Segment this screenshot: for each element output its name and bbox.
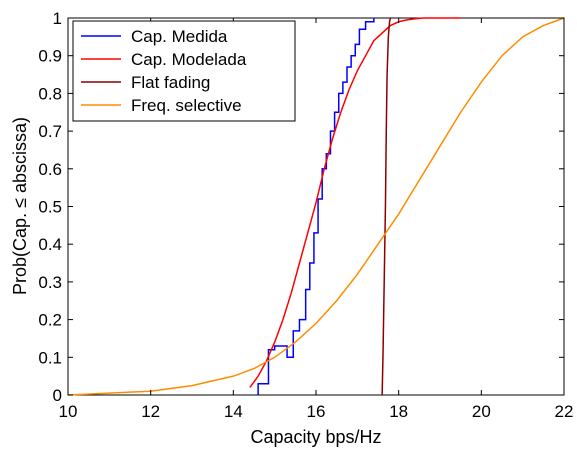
x-tick-label: 20 [472, 402, 491, 421]
y-tick-label: 0.3 [38, 273, 62, 292]
y-tick-label: 0.9 [38, 47, 62, 66]
y-tick-label: 0.4 [38, 235, 62, 254]
y-tick-label: 0.6 [38, 160, 62, 179]
y-axis-title: Prob(Cap. ≤ abscissa) [10, 117, 30, 295]
x-tick-label: 14 [224, 402, 243, 421]
legend-label: Cap. Medida [131, 27, 228, 46]
series-layer [67, 17, 565, 396]
series-line-0 [257, 18, 375, 395]
y-tick-label: 0 [53, 386, 62, 405]
y-tick-label: 0.1 [38, 348, 62, 367]
legend-label: Cap. Modelada [131, 50, 247, 69]
y-tick-label: 0.5 [38, 198, 62, 217]
x-tick-label: 22 [555, 402, 574, 421]
x-tick-label: 16 [307, 402, 326, 421]
x-axis-title: Capacity bps/Hz [250, 427, 381, 447]
legend-label: Flat fading [131, 73, 210, 92]
x-tick-label: 12 [141, 402, 160, 421]
legend-label: Freq. selective [131, 96, 242, 115]
series-line-2 [381, 17, 392, 396]
x-tick-label: 18 [389, 402, 408, 421]
series-line-3 [67, 17, 565, 396]
series-line-1 [249, 17, 461, 388]
y-tick-label: 1 [53, 9, 62, 28]
y-tick-label: 0.7 [38, 122, 62, 141]
ticks-layer: 10 12 14 16 18 20 22 0 0.1 0.2 0.3 0.4 0.5 0.6 0.7 0.8 0… [38, 9, 573, 421]
y-tick-label: 0.8 [38, 84, 62, 103]
x-tick-label: 10 [59, 402, 78, 421]
legend: Cap. Medida Cap. Modelada Flat fading Freq.… [72, 20, 296, 122]
y-tick-label: 0.2 [38, 311, 62, 330]
